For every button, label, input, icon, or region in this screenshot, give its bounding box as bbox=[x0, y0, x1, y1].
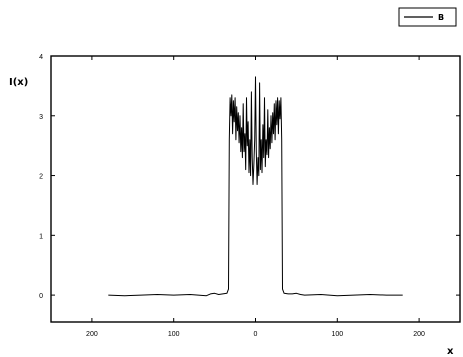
y-tick-label: 4 bbox=[39, 54, 43, 61]
y-tick-label: 1 bbox=[39, 233, 43, 240]
x-tick-label: 100 bbox=[168, 331, 180, 338]
series-line-B bbox=[108, 76, 403, 297]
x-tick-label: 200 bbox=[86, 331, 98, 338]
x-axis-label: x bbox=[447, 346, 454, 357]
legend: B bbox=[398, 7, 457, 27]
series-group bbox=[108, 76, 403, 297]
y-tick-label: 2 bbox=[39, 174, 43, 181]
x-tick-label: 100 bbox=[331, 331, 343, 338]
y-tick-label: 0 bbox=[39, 293, 43, 300]
x-tick-label: 0 bbox=[254, 331, 258, 338]
x-tick-label: 200 bbox=[413, 331, 425, 338]
y-axis-ticks: 0 1 2 3 4 bbox=[39, 54, 460, 300]
y-axis-label: I(x) bbox=[9, 77, 28, 88]
y-tick-label: 3 bbox=[39, 114, 43, 121]
x-axis-ticks: 200 100 0 100 200 bbox=[86, 56, 425, 338]
legend-label: B bbox=[438, 13, 444, 22]
